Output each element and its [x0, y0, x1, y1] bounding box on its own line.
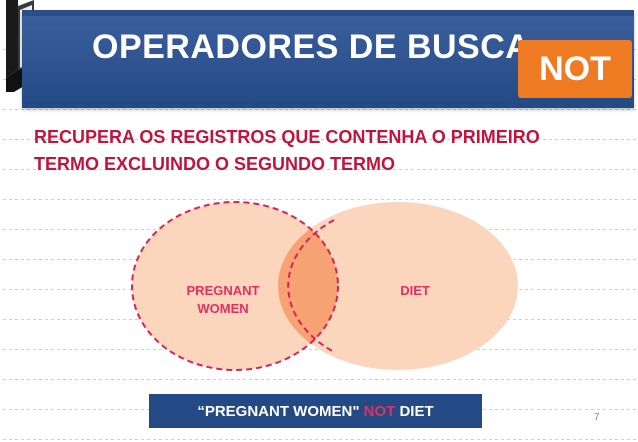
description-line-2: TERMO EXCLUINDO O SEGUNDO TERMO [34, 154, 396, 174]
query-operator: NOT [363, 402, 396, 420]
venn-label-pregnant-women: PREGNANT WOMEN [168, 282, 278, 318]
description: RECUPERA OS REGISTROS QUE CONTENHA O PRI… [34, 124, 624, 178]
page-number: 7 [594, 412, 600, 423]
venn-border-pregnant-women [131, 201, 339, 371]
venn-border-diet-inner [287, 219, 335, 353]
query-term-2: DIET [399, 402, 434, 420]
not-badge: NOT [518, 40, 632, 98]
description-line-1: RECUPERA OS REGISTROS QUE CONTENHA O PRI… [34, 127, 540, 147]
venn-label-diet: DIET [400, 283, 430, 298]
venn-circle-pregnant-women [132, 202, 338, 370]
slide-title: OPERADORES DE BUSCA [92, 28, 531, 66]
query-box: “PREGNANT WOMEN" NOT DIET [149, 394, 482, 428]
query-term-1: “PREGNANT WOMEN" [197, 402, 360, 420]
venn-label-pregnant-line-2: WOMEN [197, 301, 249, 316]
venn-circle-diet [278, 202, 518, 370]
venn-label-pregnant-line-1: PREGNANT [186, 283, 260, 298]
